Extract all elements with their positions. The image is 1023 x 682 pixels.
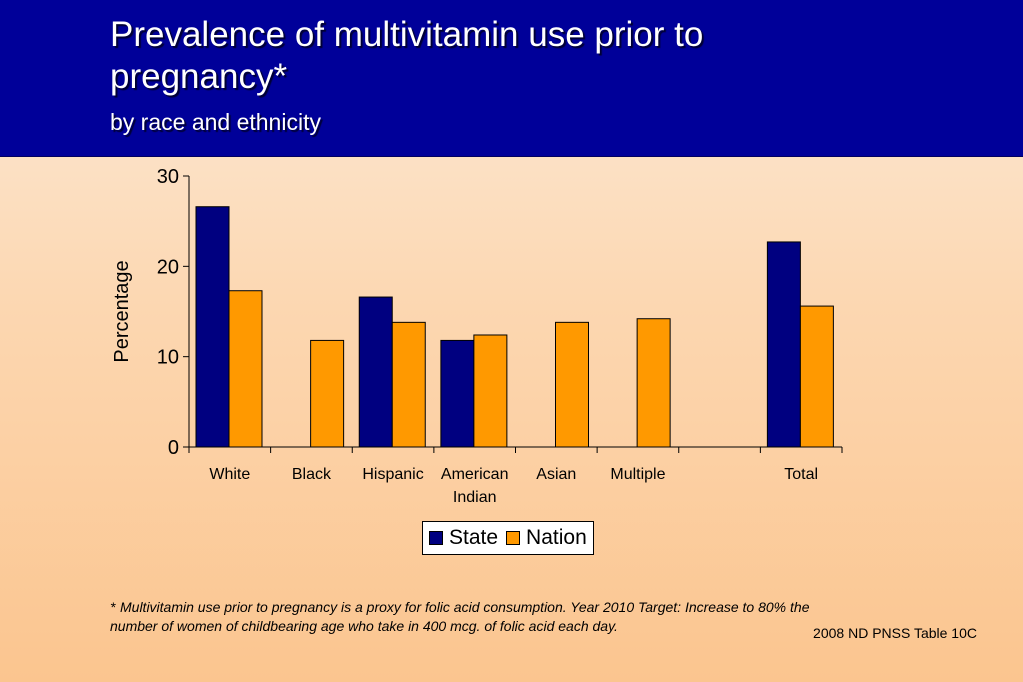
footnote: * Multivitamin use prior to pregnancy is … (110, 598, 820, 636)
y-axis-label: Percentage (111, 260, 133, 362)
x-tick-label: Black (292, 466, 332, 483)
x-tick-label: Indian (453, 489, 497, 506)
bar-state-total (766, 241, 801, 448)
page-subtitle: by race and ethnicity (110, 109, 321, 135)
footnote-text: Multivitamin use prior to pregnancy is a… (110, 599, 810, 634)
bar-nation-asian (555, 321, 589, 448)
legend-label-nation: Nation (526, 526, 587, 549)
source-citation: 2008 ND PNSS Table 10C (813, 625, 977, 641)
bar-nation-black (310, 339, 345, 448)
y-tick-label: 10 (157, 347, 179, 369)
legend-swatch-state (429, 531, 443, 545)
bar-nation-white (228, 290, 263, 448)
legend-item-state: State (429, 526, 498, 550)
bar-state-white (195, 206, 230, 448)
bar-state-american-indian (440, 339, 475, 448)
bar-nation-hispanic (391, 321, 426, 448)
bar-nation-american-indian (473, 334, 508, 448)
bar-nation-multiple (636, 318, 671, 448)
y-tick-label: 0 (168, 437, 179, 459)
page-title: Prevalence of multivitamin use prior to … (110, 15, 704, 96)
legend-item-nation: Nation (506, 526, 587, 550)
y-tick-label: 20 (157, 256, 179, 278)
x-tick-label: Total (784, 466, 818, 483)
legend-label-state: State (449, 526, 499, 549)
bar-chart: 0 10 20 30 White Black Hispanic American Indian A… (111, 166, 843, 506)
y-tick-label: 30 (157, 166, 179, 188)
bar-nation-total (799, 305, 834, 448)
chart-legend: State Nation (422, 521, 594, 555)
legend-swatch-nation (506, 531, 521, 545)
x-tick-label: White (209, 466, 250, 483)
x-tick-label: Multiple (610, 466, 665, 483)
x-tick-label: Hispanic (362, 466, 423, 483)
header-banner: Prevalence of multivitamin use prior to … (0, 0, 1023, 157)
bar-state-hispanic (358, 296, 393, 448)
x-tick-label: American (441, 466, 509, 483)
x-tick-label: Asian (536, 466, 576, 483)
footnote-marker: * (110, 599, 116, 615)
